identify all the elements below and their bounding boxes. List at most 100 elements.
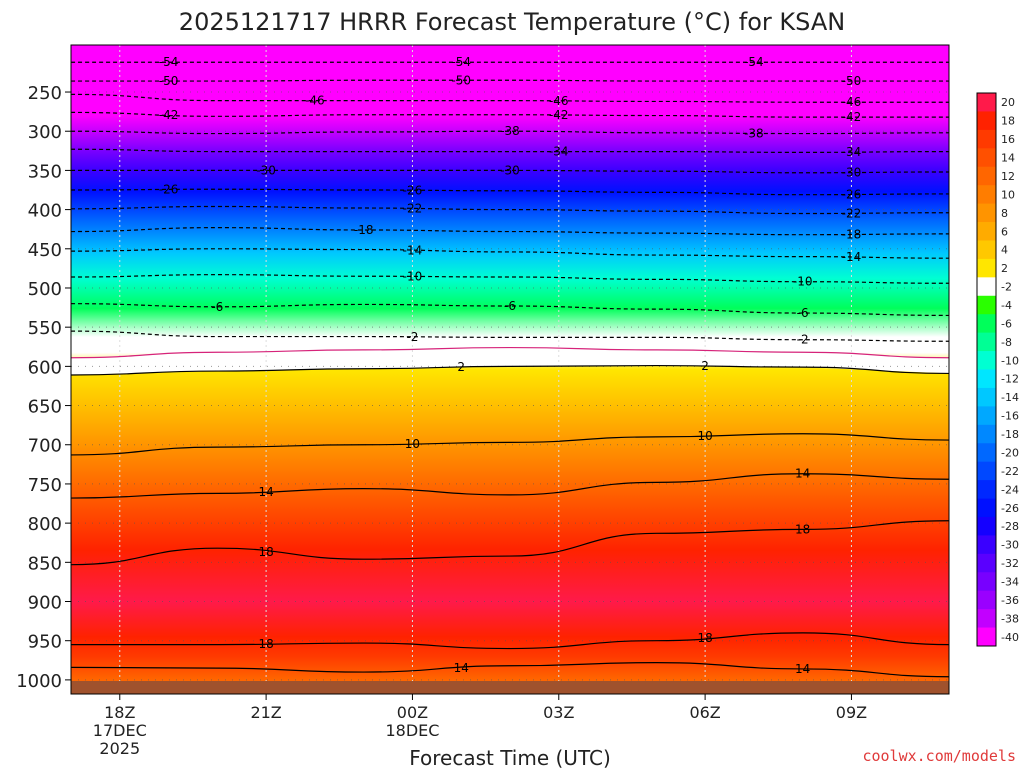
- isotherm-label: -30: [842, 166, 862, 180]
- isotherm-label: -6: [211, 300, 223, 314]
- x-tick-label: 2025: [99, 739, 140, 758]
- y-tick-label: 750: [28, 475, 62, 496]
- y-tick-label: 300: [28, 122, 62, 143]
- colorbar-swatch: [977, 572, 996, 592]
- colorbar-label: -34: [1001, 575, 1019, 588]
- colorbar-label: 12: [1001, 170, 1015, 183]
- isotherm--6: [71, 303, 949, 317]
- colorbar-label: -30: [1001, 539, 1019, 552]
- isotherm-label: -2: [797, 333, 809, 347]
- isotherm-label: -18: [842, 227, 862, 241]
- isotherm--38: [71, 130, 949, 135]
- isotherm-label: -50: [842, 74, 862, 88]
- colorbar-swatch: [977, 461, 996, 481]
- colorbar-label: 4: [1001, 244, 1008, 257]
- isotherm-14: [71, 662, 949, 678]
- x-axis-label: Forecast Time (UTC): [409, 746, 611, 768]
- colorbar-swatch: [977, 332, 996, 352]
- isotherm-label: -50: [159, 74, 179, 88]
- x-tick-label: 03Z: [543, 703, 574, 722]
- colorbar-swatch: [977, 314, 996, 334]
- x-tick-label: 17DEC: [93, 721, 147, 740]
- isotherm--10: [71, 274, 949, 284]
- ground-below-surface: [71, 681, 949, 694]
- isotherm-label: -22: [403, 202, 423, 216]
- y-tick-label: 800: [28, 514, 62, 535]
- colorbar-swatch: [977, 185, 996, 204]
- isotherm-0: [71, 346, 949, 359]
- isotherm-label: -54: [159, 55, 179, 69]
- colorbar-label: 2: [1001, 262, 1008, 275]
- isotherm-lines: -54 -54 -54-50 -50 -50-46 -46 -46-42 -42 -42-38-…: [71, 55, 949, 678]
- isotherm-label: -34: [549, 145, 569, 159]
- y-tick-label: 500: [28, 279, 62, 300]
- isotherm--18: [71, 227, 949, 236]
- credit-text[interactable]: coolwx.com/models: [862, 747, 1016, 765]
- colorbar-label: -32: [1001, 557, 1019, 570]
- colorbar-swatch: [977, 203, 996, 223]
- colorbar-swatch: [977, 93, 996, 112]
- isotherm-label: 2: [701, 359, 709, 373]
- y-tick-label: 350: [28, 161, 62, 182]
- colorbar-label: -4: [1001, 299, 1012, 312]
- isotherm-label: -42: [549, 108, 569, 122]
- colorbar-label: 10: [1001, 188, 1015, 201]
- x-tick-label: 18Z: [104, 703, 135, 722]
- isotherm-label: -30: [500, 163, 520, 177]
- colorbar-swatch: [977, 535, 996, 555]
- colorbar-frame: [976, 92, 997, 647]
- isotherm--2: [71, 330, 949, 342]
- isotherm-label: -42: [842, 110, 862, 124]
- y-tick-label: 600: [28, 357, 62, 378]
- x-tick-label: 21Z: [250, 703, 281, 722]
- y-tick-label: 400: [28, 201, 62, 222]
- isotherm-label: -42: [159, 108, 179, 122]
- colorbar-label: -28: [1001, 520, 1019, 533]
- isotherm--34: [71, 148, 949, 153]
- colorbar-swatch: [977, 277, 996, 297]
- y-tick-label: 700: [28, 436, 62, 457]
- isotherm-label: -30: [256, 163, 276, 177]
- isotherm-label: -14: [403, 243, 423, 257]
- plot-frame: [70, 44, 950, 695]
- y-tick-label: 650: [28, 397, 62, 418]
- isotherm--46: [71, 93, 949, 103]
- isotherm--50: [71, 79, 949, 82]
- colorbar-label: 8: [1001, 207, 1008, 220]
- isotherm-label: -10: [793, 275, 813, 289]
- colorbar-swatch: [977, 516, 996, 536]
- y-tick-label: 450: [28, 240, 62, 261]
- colorbar-swatch: [977, 369, 996, 389]
- isotherm-label: 14: [258, 485, 273, 499]
- colorbar-label: -16: [1001, 410, 1019, 423]
- isotherm-label: -26: [403, 183, 423, 197]
- colorbar-swatch: [977, 609, 996, 628]
- colorbar-swatch: [977, 258, 996, 278]
- isotherm-label: -38: [500, 124, 520, 138]
- colorbar-label: 18: [1001, 115, 1015, 128]
- freezing-band: [71, 347, 949, 375]
- colorbar-label: -20: [1001, 446, 1019, 459]
- isotherm-14: [71, 473, 949, 499]
- colorbar-label: -8: [1001, 336, 1012, 349]
- y-tick-label: 900: [28, 593, 62, 614]
- isotherm-label: -34: [842, 145, 862, 159]
- colorbar-swatch: [977, 443, 996, 463]
- colorbar-swatch: [977, 627, 996, 647]
- chart-title: 2025121717 HRRR Forecast Temperature (°C…: [179, 8, 845, 36]
- colorbar-label: -38: [1001, 612, 1019, 625]
- isotherm-18: [71, 520, 949, 566]
- isotherm-label: 18: [258, 637, 273, 651]
- x-tick-label: 18DEC: [385, 721, 439, 740]
- colorbar-label: -14: [1001, 391, 1019, 404]
- isotherm-10: [71, 433, 949, 456]
- isotherm-label: 18: [697, 631, 712, 645]
- colorbar-label: -10: [1001, 354, 1019, 367]
- isotherm-label: -10: [403, 269, 423, 283]
- isotherm-label: -38: [744, 126, 764, 140]
- y-tick-label: 250: [28, 83, 62, 104]
- colorbar-label: -18: [1001, 428, 1019, 441]
- colorbar-swatch: [977, 240, 996, 260]
- isotherm-label: 14: [795, 662, 810, 676]
- isotherm-label: 14: [454, 661, 469, 675]
